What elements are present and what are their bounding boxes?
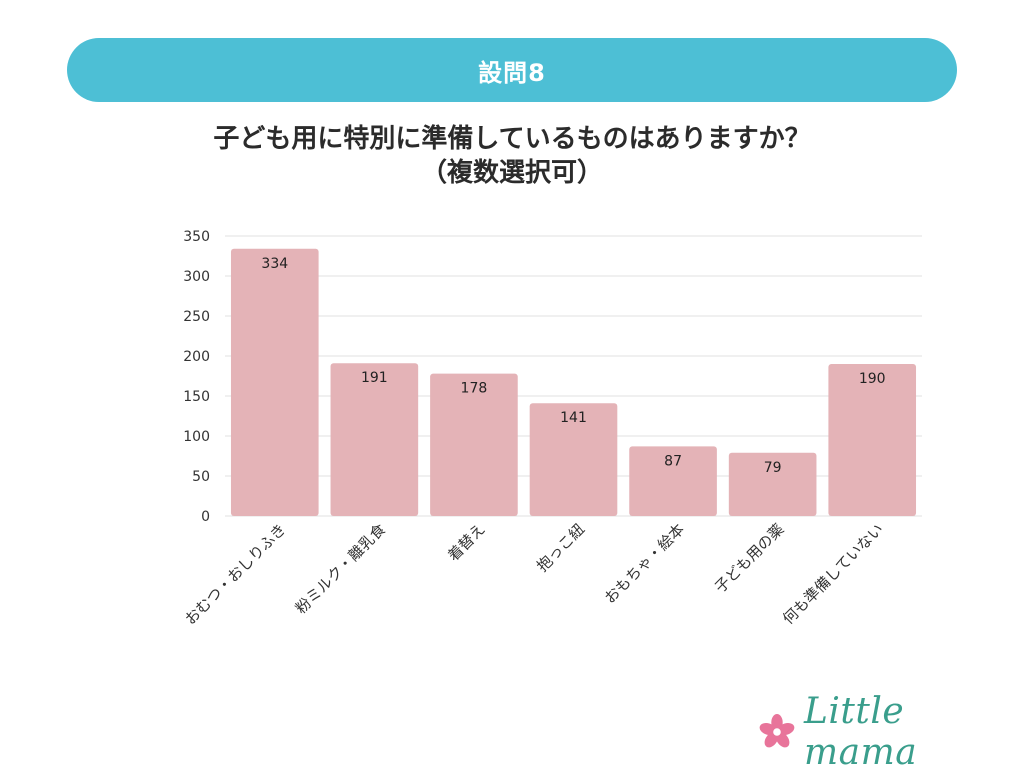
data-label: 190 bbox=[859, 371, 886, 387]
y-tick-label: 150 bbox=[183, 389, 210, 405]
y-tick-label: 50 bbox=[192, 469, 210, 485]
data-label: 191 bbox=[361, 370, 388, 386]
question-line-1: 子ども用に特別に準備しているものはありますか？ bbox=[213, 124, 811, 154]
category-label: 粉ミルク・離乳食 bbox=[292, 520, 389, 617]
data-label: 141 bbox=[560, 410, 587, 426]
category-label: 着替え bbox=[444, 520, 489, 565]
y-tick-label: 250 bbox=[183, 309, 210, 325]
logo-text: Little mama bbox=[803, 691, 918, 773]
data-label: 178 bbox=[461, 381, 488, 397]
page-title: 設問8 bbox=[478, 58, 546, 87]
bar bbox=[828, 364, 917, 516]
bar bbox=[728, 452, 817, 516]
bar bbox=[629, 446, 717, 516]
bar bbox=[529, 403, 618, 516]
bar bbox=[330, 363, 419, 516]
title-banner: 設問8 bbox=[67, 38, 957, 102]
flower-petal bbox=[777, 723, 795, 736]
y-tick-label: 300 bbox=[183, 269, 210, 285]
category-label: おむつ・おしりふき bbox=[181, 520, 289, 628]
category-label: 何も準備していない bbox=[779, 520, 887, 628]
data-label: 79 bbox=[764, 460, 782, 476]
y-tick-label: 200 bbox=[183, 349, 210, 365]
bar bbox=[430, 373, 518, 516]
question-text: 子ども用に特別に準備しているものはありますか？ （複数選択可） bbox=[0, 122, 1024, 190]
brand-logo: Little mama bbox=[758, 691, 1018, 773]
y-tick-label: 0 bbox=[201, 509, 210, 525]
flower-icon bbox=[759, 713, 795, 748]
category-label: 抱っこ紐 bbox=[533, 520, 588, 575]
y-tick-label: 350 bbox=[183, 229, 210, 245]
category-label: 子ども用の薬 bbox=[711, 520, 787, 596]
y-tick-label: 100 bbox=[183, 429, 210, 445]
flower-petal bbox=[759, 723, 777, 736]
question-line-2: （複数選択可） bbox=[420, 158, 603, 188]
flower-petal bbox=[775, 731, 790, 748]
data-label: 87 bbox=[664, 453, 682, 469]
bar bbox=[230, 248, 319, 517]
category-label: おもちゃ・絵本 bbox=[601, 520, 688, 607]
flower-petal bbox=[764, 731, 779, 748]
data-label: 334 bbox=[261, 256, 288, 272]
